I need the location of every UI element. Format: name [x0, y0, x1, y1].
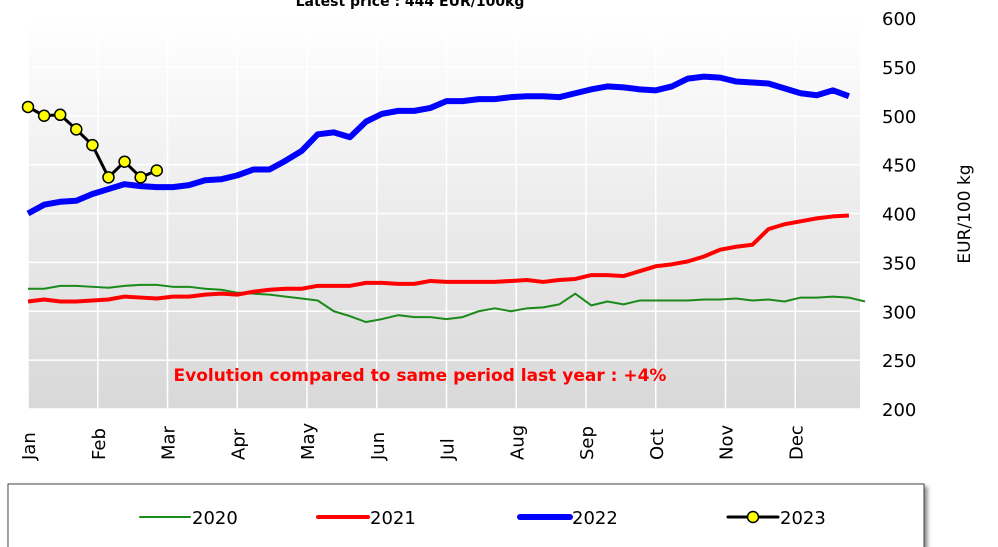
legend-marker: [746, 510, 760, 524]
x-tick-label: Sep: [577, 426, 598, 460]
x-tick-label: Oct: [647, 429, 668, 460]
x-tick-label: Jun: [368, 432, 389, 461]
series-line: [28, 283, 866, 324]
y-tick-label: 200: [882, 400, 916, 421]
x-tick-label: Dec: [786, 425, 807, 460]
y-tick-label: 300: [882, 302, 916, 323]
x-tick-label: Aug: [507, 425, 528, 460]
point-marker: [118, 155, 131, 168]
y-tick-label: 550: [882, 58, 916, 79]
x-tick-label: Mar: [159, 425, 180, 460]
y-tick-label: 400: [882, 205, 916, 226]
legend-label: 2021: [370, 508, 416, 529]
point-marker: [150, 164, 164, 177]
y-tick-label: 600: [882, 9, 916, 30]
point-marker: [86, 138, 99, 152]
point-marker: [53, 108, 67, 122]
y-tick-label: 250: [882, 351, 916, 372]
point-marker: [21, 100, 35, 114]
y-axis-label: EUR/100 kg: [955, 164, 975, 263]
x-tick-label: Jul: [438, 438, 459, 461]
y-tick-label: 450: [882, 156, 916, 177]
point-marker: [134, 171, 147, 184]
point-marker: [102, 171, 115, 184]
x-tick-label: Feb: [89, 428, 110, 460]
point-marker: [37, 109, 51, 122]
x-tick-label: Jan: [19, 432, 40, 461]
chart-title: Latest price : 444 EUR/100kg: [296, 0, 525, 10]
series-line: [27, 213, 850, 304]
series-line: [26, 73, 850, 217]
legend-label: 2020: [192, 508, 238, 529]
legend-label: 2023: [780, 508, 826, 529]
legend-label: 2022: [572, 508, 618, 529]
x-tick-label: Nov: [717, 425, 738, 460]
x-tick-label: May: [298, 422, 319, 460]
y-tick-label: 500: [882, 107, 916, 128]
annotation: Evolution compared to same period last y…: [174, 366, 667, 386]
x-tick-label: Apr: [228, 428, 249, 460]
point-marker: [70, 123, 83, 136]
y-tick-label: 350: [882, 253, 916, 274]
